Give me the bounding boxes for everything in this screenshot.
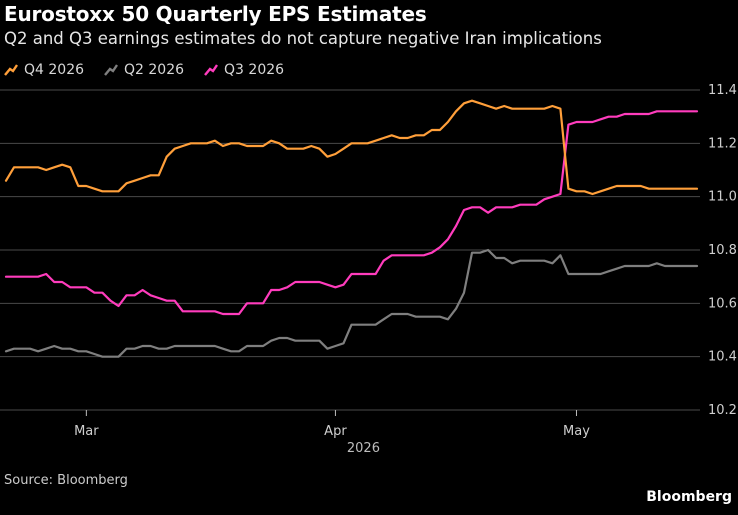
series-line-q4-2026	[4, 99, 699, 196]
y-tick-label: 11.0	[708, 190, 737, 205]
x-tick-label: Mar	[74, 424, 99, 439]
y-tick-label: 10.6	[708, 296, 737, 311]
y-tick-label: 11.4	[708, 83, 737, 98]
legend-item-q3: Q3 2026	[204, 62, 284, 78]
legend-label-q4: Q4 2026	[24, 62, 85, 78]
legend-swatch-q2	[104, 63, 119, 77]
y-tick-label: 10.8	[708, 243, 737, 258]
source-note: Source: Bloomberg	[4, 473, 128, 488]
legend-label-q3: Q3 2026	[224, 62, 285, 78]
y-tick-label: 10.2	[708, 403, 737, 418]
x-tick-label: Apr	[324, 424, 347, 439]
legend-label-q2: Q2 2026	[124, 62, 185, 78]
legend-swatch-q3	[204, 63, 219, 77]
legend-item-q4: Q4 2026	[4, 62, 84, 78]
series-line-q3-2026	[4, 110, 699, 316]
legend-swatch-q4	[4, 63, 18, 77]
y-tick-label: 11.2	[708, 136, 737, 151]
x-year-label: 2026	[347, 441, 380, 456]
y-tick-label: 10.4	[708, 350, 737, 365]
legend-item-q2: Q2 2026	[104, 62, 184, 78]
x-tick-label: May	[563, 424, 590, 439]
brand-logo: Bloomberg	[646, 489, 732, 505]
chart-legend: Q4 2026 Q2 2026 Q3 2026	[4, 62, 284, 78]
chart-title: Eurostoxx 50 Quarterly EPS Estimates	[4, 2, 427, 26]
series-line-q2-2026	[4, 248, 699, 358]
chart-subtitle: Q2 and Q3 earnings estimates do not capt…	[4, 29, 602, 48]
